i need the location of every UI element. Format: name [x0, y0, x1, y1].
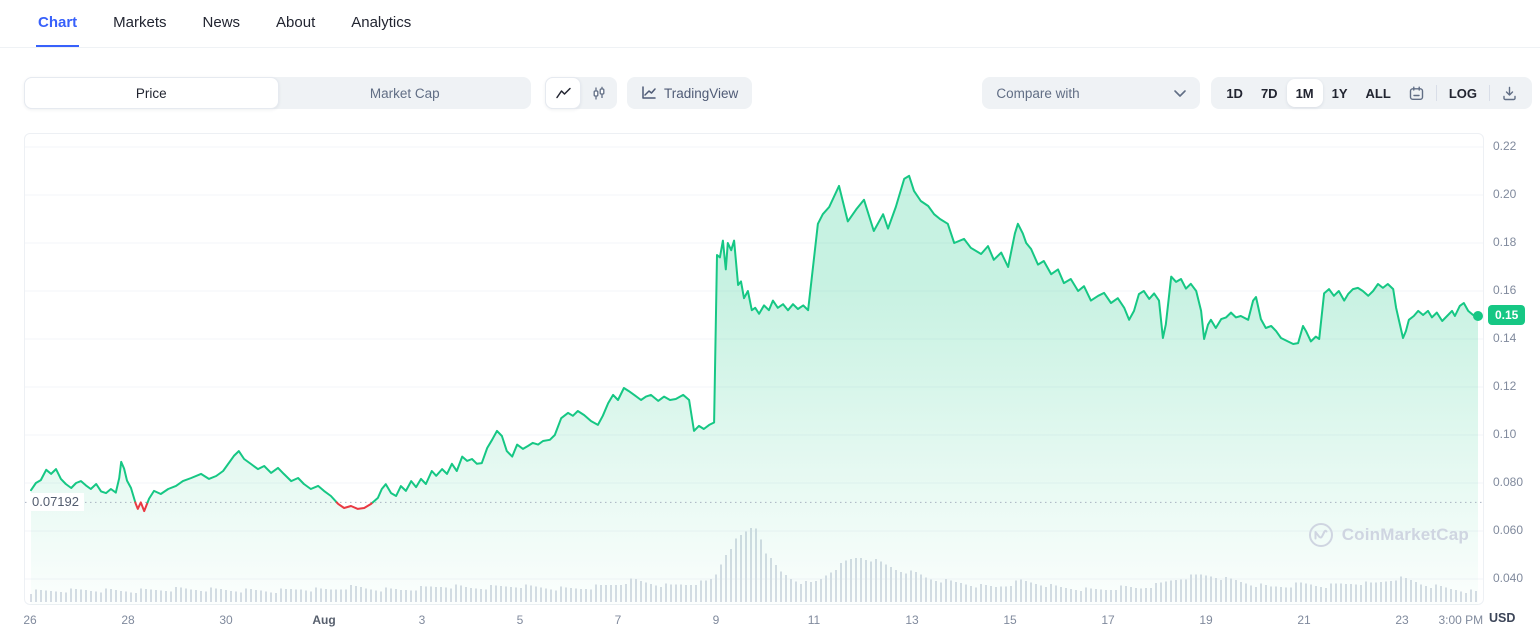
y-axis-label: 0.040 [1493, 571, 1524, 585]
tab-chart[interactable]: Chart [36, 0, 80, 47]
line-chart-icon [555, 87, 571, 99]
x-axis-label: 13 [905, 613, 919, 627]
toolbar-divider [1489, 85, 1490, 101]
tab-bar: Chart Markets News About Analytics [0, 0, 1540, 48]
x-axis-label: 15 [1003, 613, 1017, 627]
candlestick-icon [593, 86, 605, 99]
usd-unit-label: USD [1489, 611, 1516, 625]
y-axis-label: 0.060 [1493, 523, 1524, 537]
chevron-down-icon [1174, 89, 1187, 97]
y-axis-label: 0.12 [1493, 379, 1517, 393]
line-chart-type-button[interactable] [545, 77, 581, 109]
price-area [31, 175, 1478, 606]
toolbar-divider [1435, 85, 1437, 101]
range-7d-button[interactable]: 7D [1260, 85, 1278, 101]
tab-news[interactable]: News [201, 0, 243, 47]
x-axis-label: Aug [312, 613, 336, 627]
price-line [30, 460, 137, 504]
y-axis-label: 0.18 [1493, 235, 1517, 249]
x-axis-label: 19 [1199, 613, 1213, 627]
marketcap-toggle-button[interactable]: Market Cap [369, 85, 440, 101]
price-marketcap-toggle: Price Market Cap [24, 77, 531, 109]
tab-markets-label: Markets [113, 14, 167, 31]
x-axis-label: 21 [1297, 613, 1311, 627]
compare-with-dropdown[interactable]: Compare with [982, 77, 1201, 109]
x-axis-label: 30 [219, 613, 233, 627]
x-axis-label: 7 [614, 613, 622, 627]
y-axis-label: 0.16 [1493, 283, 1517, 297]
download-icon [1503, 86, 1516, 100]
price-chart: 0.07192 CoinMarketCap [24, 133, 1484, 606]
tradingview-button[interactable]: TradingView [627, 77, 753, 109]
tab-about-label: About [276, 14, 316, 31]
tab-markets[interactable]: Markets [111, 0, 168, 47]
x-axis: 26 28 30 Aug 3 5 7 9 11 13 15 17 19 21 23 3:00 PM [0, 605, 1540, 638]
download-button[interactable] [1493, 79, 1526, 107]
y-axis-label: 0.20 [1493, 187, 1517, 201]
x-axis-label: 3 [418, 613, 426, 627]
range-1y-button[interactable]: 1Y [1331, 85, 1348, 101]
x-axis-label: 9 [712, 613, 720, 627]
price-line [134, 501, 149, 513]
y-axis-label: 0.22 [1493, 139, 1517, 153]
time-range-group: 1D 7D 1M 1Y ALL LOG [1211, 77, 1532, 109]
tab-news-label: News [202, 14, 241, 31]
x-axis-label: 5 [516, 613, 524, 627]
open-price-label: 0.07192 [30, 493, 84, 512]
x-axis-label: 28 [121, 613, 135, 627]
candlestick-type-button[interactable] [581, 77, 617, 109]
range-all-button[interactable]: ALL [1365, 85, 1391, 101]
y-axis-label: 0.080 [1493, 475, 1524, 489]
calendar-icon [1409, 86, 1424, 100]
range-1m-button[interactable]: 1M [1286, 79, 1323, 107]
x-axis-label: 26 [23, 613, 37, 627]
price-line [146, 450, 338, 504]
x-axis-label: 3:00 PM [1438, 613, 1484, 627]
tradingview-label: TradingView [664, 85, 739, 101]
tab-analytics[interactable]: Analytics [349, 0, 413, 47]
tradingview-icon [642, 86, 656, 99]
price-line [335, 501, 374, 510]
chart-toolbar: Price Market Cap TradingView Compare wit… [24, 77, 1532, 109]
x-axis-label: 17 [1101, 613, 1115, 627]
compare-with-label: Compare with [996, 85, 1080, 101]
range-1d-button[interactable]: 1D [1226, 85, 1243, 101]
price-toggle-button[interactable]: Price [24, 77, 279, 109]
log-scale-button[interactable]: LOG [1448, 85, 1477, 101]
current-price-badge: 0.15 [1488, 304, 1526, 325]
x-axis-label: 23 [1395, 613, 1409, 627]
tab-about[interactable]: About [274, 0, 317, 47]
chart-type-toggle [545, 77, 617, 109]
calendar-button[interactable] [1400, 79, 1433, 107]
y-axis: 0.15 0.22 0.20 0.18 0.16 0.14 0.12 0.10 0.080 0.… [1484, 133, 1540, 605]
tab-analytics-label: Analytics [351, 14, 412, 31]
current-price-dot [1473, 311, 1483, 321]
price-chart-canvas[interactable] [25, 134, 1483, 606]
y-axis-label: 0.14 [1493, 331, 1517, 345]
price-line [371, 174, 1479, 504]
y-axis-label: 0.10 [1493, 427, 1517, 441]
tab-chart-label: Chart [38, 14, 78, 31]
x-axis-label: 11 [807, 613, 821, 627]
